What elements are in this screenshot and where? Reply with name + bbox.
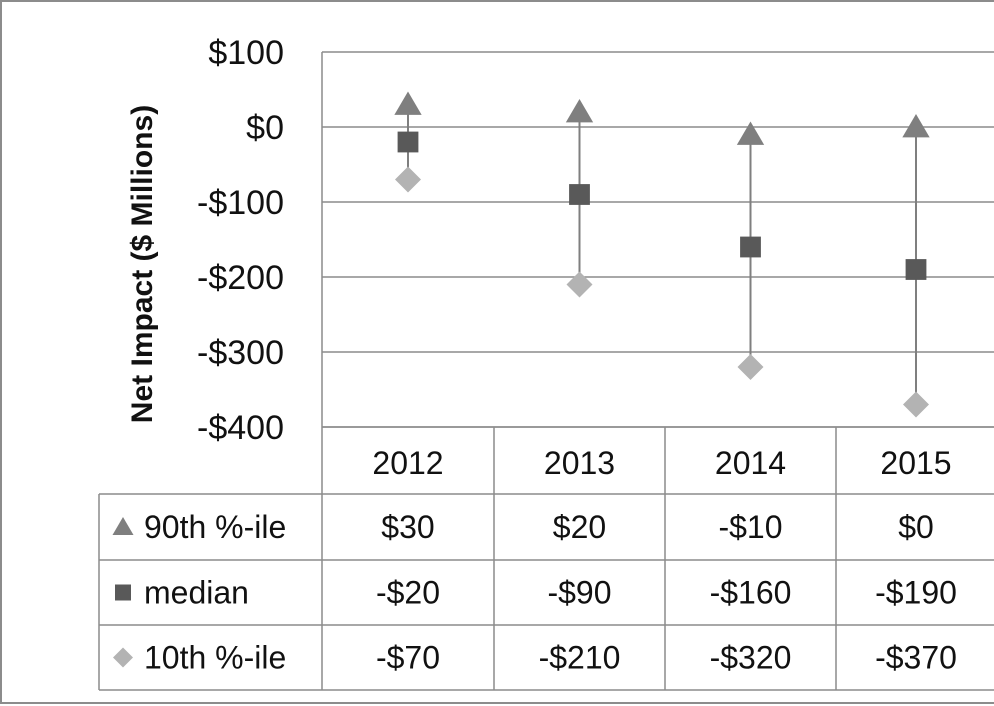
legend-key-triangle bbox=[112, 517, 134, 535]
point-triangle-2014 bbox=[736, 121, 765, 145]
data-label: -$370 bbox=[875, 640, 957, 676]
legend-key-diamond bbox=[113, 647, 133, 668]
data-label: -$160 bbox=[710, 575, 792, 611]
point-triangle-2015 bbox=[902, 114, 930, 138]
y-tick-label: $0 bbox=[246, 109, 284, 147]
point-diamond-2015 bbox=[903, 391, 929, 418]
point-triangle-2013 bbox=[565, 99, 594, 123]
legend-series-name: median bbox=[144, 575, 249, 611]
x-category-label: 2012 bbox=[372, 445, 443, 481]
data-label: $0 bbox=[898, 509, 934, 545]
data-label: $30 bbox=[381, 509, 434, 545]
point-square-2014 bbox=[740, 236, 761, 258]
point-triangle-2012 bbox=[394, 91, 422, 115]
y-tick-label: -$400 bbox=[197, 409, 284, 447]
legend-series-name: 90th %-ile bbox=[144, 509, 286, 545]
y-tick-label: -$200 bbox=[197, 259, 284, 297]
data-label: $20 bbox=[553, 509, 606, 545]
data-label: -$70 bbox=[376, 640, 440, 676]
data-label: -$90 bbox=[547, 575, 611, 611]
point-diamond-2013 bbox=[566, 271, 593, 298]
point-square-2015 bbox=[905, 259, 927, 280]
point-square-2013 bbox=[569, 184, 590, 205]
x-category-label: 2013 bbox=[544, 445, 615, 481]
x-category-label: 2015 bbox=[880, 445, 951, 481]
y-tick-label: $100 bbox=[208, 34, 284, 72]
data-label: -$190 bbox=[875, 575, 957, 611]
data-label: -$210 bbox=[539, 640, 621, 676]
point-square-2012 bbox=[397, 131, 419, 153]
legend-series-name: 10th %-ile bbox=[144, 640, 286, 676]
y-axis-label: Net Impact ($ Millions) bbox=[126, 105, 159, 423]
data-label: -$20 bbox=[376, 575, 440, 611]
y-axis: $100 $0 -$100 -$200 -$300 -$400 bbox=[197, 34, 284, 447]
point-diamond-2012 bbox=[395, 166, 421, 193]
y-tick-label: -$100 bbox=[197, 184, 284, 222]
x-category-label: 2014 bbox=[715, 445, 786, 481]
chart-marks bbox=[394, 91, 930, 418]
y-tick-label: -$300 bbox=[197, 334, 284, 372]
data-label: -$320 bbox=[710, 640, 792, 676]
data-label: -$10 bbox=[718, 509, 782, 545]
legend-key-square bbox=[115, 584, 131, 601]
gridlines bbox=[321, 51, 994, 428]
point-diamond-2014 bbox=[737, 354, 764, 380]
data-table: 2012 2013 2014 2015 90th %-ile $30 $20 -$10 $0 me… bbox=[98, 426, 994, 691]
